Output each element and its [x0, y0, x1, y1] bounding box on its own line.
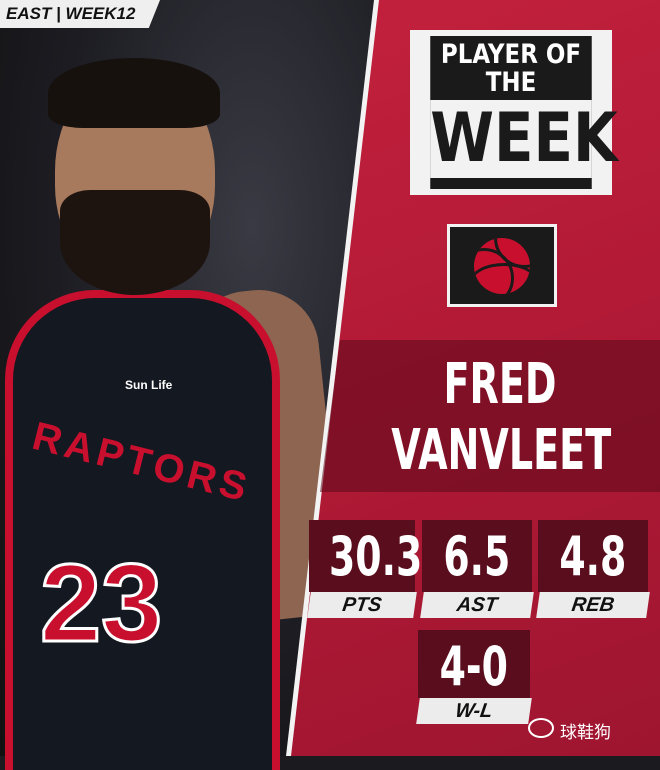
stat-label: W-L — [416, 698, 532, 724]
raptors-logo — [447, 224, 557, 307]
stat-label: PTS — [307, 592, 417, 618]
stat-value: 4-0 — [439, 635, 509, 698]
player-last-name: VANVLEET — [391, 418, 612, 483]
player-of-the-week-title: PLAYER OF THE WEEK — [410, 30, 618, 195]
player-jersey — [5, 290, 280, 770]
stat-value: 6.5 — [443, 525, 511, 588]
jersey-number: 23 — [38, 541, 163, 667]
player-hair — [48, 58, 220, 128]
stat-label: REB — [536, 592, 650, 618]
player-name: FRED VANVLEET — [320, 340, 660, 492]
title-line-1: PLAYER OF — [440, 39, 582, 70]
stat-value: 4.8 — [559, 525, 627, 588]
title-line-2: THE — [485, 67, 537, 98]
player-first-name: FRED — [443, 352, 557, 417]
wechat-icon — [528, 718, 554, 738]
basketball-icon — [474, 237, 530, 294]
watermark-text: 球鞋狗 — [560, 723, 611, 743]
conference-week-tag: EAST | WEEK12 — [0, 0, 160, 28]
stat-win-loss: 4-0 W-L — [416, 630, 532, 724]
stat-assists: 6.5 AST — [420, 520, 534, 618]
stat-rebounds: 4.8 REB — [536, 520, 650, 618]
stat-points: 30.3 PTS — [307, 520, 422, 618]
stat-value: 30.3 — [328, 525, 423, 588]
title-line-3: WEEK — [430, 99, 618, 178]
jersey-sponsor: Sun Life — [125, 378, 173, 392]
watermark: 球鞋狗 — [528, 718, 611, 743]
stat-label: AST — [420, 592, 534, 618]
player-beard — [60, 190, 210, 295]
